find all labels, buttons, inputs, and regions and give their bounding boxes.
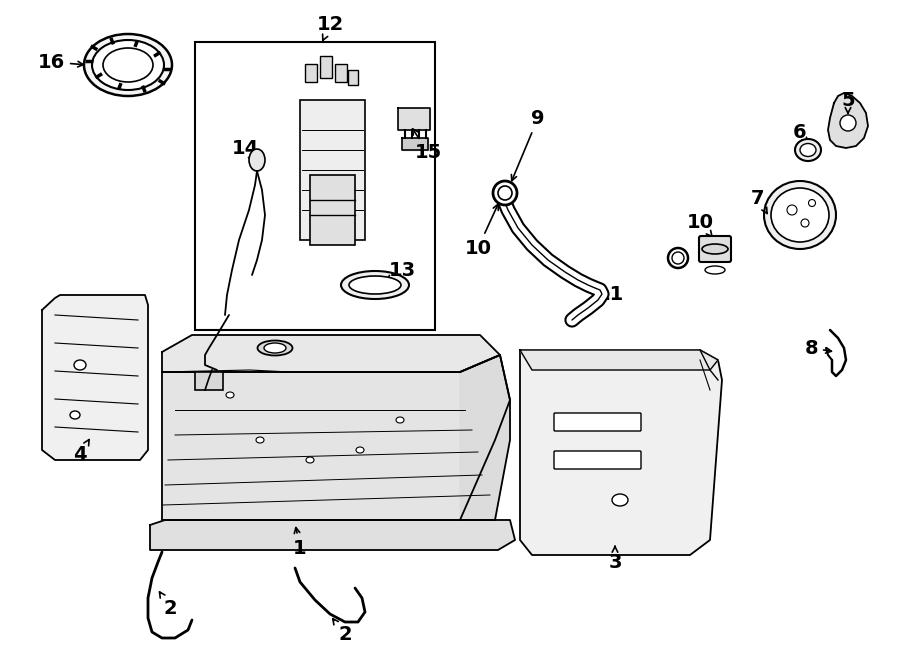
Text: 12: 12 bbox=[317, 15, 344, 40]
Polygon shape bbox=[520, 350, 722, 555]
Ellipse shape bbox=[764, 181, 836, 249]
Bar bbox=[300, 100, 365, 240]
Bar bbox=[195, 42, 435, 330]
Ellipse shape bbox=[84, 34, 172, 96]
Bar bbox=[320, 56, 332, 78]
FancyBboxPatch shape bbox=[554, 451, 641, 469]
Text: 6: 6 bbox=[793, 122, 807, 144]
Bar bbox=[335, 64, 347, 82]
Text: 14: 14 bbox=[231, 139, 258, 161]
Text: 11: 11 bbox=[589, 286, 624, 309]
Ellipse shape bbox=[787, 205, 797, 215]
Ellipse shape bbox=[801, 219, 809, 227]
Ellipse shape bbox=[840, 115, 856, 131]
Ellipse shape bbox=[672, 252, 684, 264]
Polygon shape bbox=[150, 520, 515, 550]
Ellipse shape bbox=[795, 139, 821, 161]
Text: 1: 1 bbox=[293, 527, 307, 557]
Text: 16: 16 bbox=[38, 52, 84, 71]
Ellipse shape bbox=[668, 248, 688, 268]
Ellipse shape bbox=[705, 266, 725, 274]
Text: 15: 15 bbox=[412, 129, 442, 161]
Ellipse shape bbox=[92, 40, 164, 90]
Polygon shape bbox=[460, 355, 510, 520]
Polygon shape bbox=[402, 138, 428, 150]
Text: 2: 2 bbox=[333, 619, 352, 644]
Polygon shape bbox=[42, 295, 148, 460]
Text: 9: 9 bbox=[511, 108, 544, 180]
Bar bbox=[195, 372, 223, 390]
Ellipse shape bbox=[396, 417, 404, 423]
Ellipse shape bbox=[498, 186, 512, 200]
Ellipse shape bbox=[808, 200, 815, 206]
Ellipse shape bbox=[349, 276, 401, 294]
Ellipse shape bbox=[256, 437, 264, 443]
Ellipse shape bbox=[257, 340, 292, 356]
Ellipse shape bbox=[493, 181, 517, 205]
Ellipse shape bbox=[771, 188, 829, 242]
Bar bbox=[348, 70, 358, 85]
Text: 8: 8 bbox=[805, 338, 832, 358]
Text: 10: 10 bbox=[687, 212, 714, 237]
Ellipse shape bbox=[306, 457, 314, 463]
Ellipse shape bbox=[249, 149, 265, 171]
Ellipse shape bbox=[702, 244, 728, 254]
Text: 3: 3 bbox=[608, 546, 622, 572]
Bar bbox=[310, 175, 355, 245]
FancyBboxPatch shape bbox=[554, 413, 641, 431]
Text: 13: 13 bbox=[385, 260, 416, 282]
Ellipse shape bbox=[226, 392, 234, 398]
FancyBboxPatch shape bbox=[699, 236, 731, 262]
Polygon shape bbox=[520, 350, 718, 370]
Ellipse shape bbox=[264, 343, 286, 353]
Polygon shape bbox=[828, 93, 868, 148]
Bar bbox=[305, 64, 317, 82]
Ellipse shape bbox=[356, 447, 364, 453]
Polygon shape bbox=[162, 335, 500, 372]
Ellipse shape bbox=[103, 48, 153, 82]
Text: 2: 2 bbox=[159, 592, 176, 617]
Ellipse shape bbox=[70, 411, 80, 419]
Ellipse shape bbox=[800, 143, 816, 157]
Text: 10: 10 bbox=[464, 204, 499, 258]
Polygon shape bbox=[162, 355, 510, 520]
Text: 5: 5 bbox=[842, 91, 855, 113]
Ellipse shape bbox=[341, 271, 409, 299]
Text: 4: 4 bbox=[73, 440, 89, 465]
Text: 7: 7 bbox=[752, 188, 767, 214]
Polygon shape bbox=[398, 108, 430, 130]
Ellipse shape bbox=[612, 494, 628, 506]
Ellipse shape bbox=[74, 360, 86, 370]
